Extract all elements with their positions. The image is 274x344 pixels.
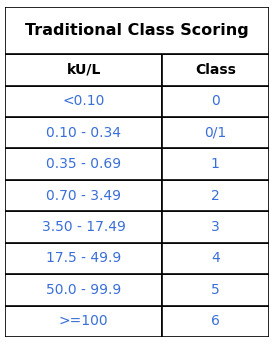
Bar — [5, 117, 162, 148]
Bar — [162, 243, 269, 274]
Text: 0: 0 — [211, 94, 220, 108]
Text: 17.5 - 49.9: 17.5 - 49.9 — [46, 251, 121, 266]
Bar — [162, 180, 269, 211]
Text: 3: 3 — [211, 220, 220, 234]
Text: 1: 1 — [211, 157, 220, 171]
Bar — [5, 86, 162, 117]
Bar — [5, 148, 162, 180]
Bar — [5, 243, 162, 274]
Text: kU/L: kU/L — [67, 63, 101, 77]
Text: 0/1: 0/1 — [204, 126, 226, 140]
Bar — [162, 54, 269, 86]
Text: 50.0 - 99.9: 50.0 - 99.9 — [46, 283, 121, 297]
Bar — [162, 274, 269, 306]
Bar — [5, 274, 162, 306]
Text: 4: 4 — [211, 251, 220, 266]
Bar — [162, 306, 269, 337]
Bar — [5, 7, 269, 54]
Text: 2: 2 — [211, 189, 220, 203]
Bar — [162, 86, 269, 117]
Bar — [162, 117, 269, 148]
Text: Traditional Class Scoring: Traditional Class Scoring — [25, 23, 249, 38]
Bar — [162, 148, 269, 180]
Bar — [5, 306, 162, 337]
Bar — [5, 211, 162, 243]
Text: 0.35 - 0.69: 0.35 - 0.69 — [46, 157, 121, 171]
Text: Class: Class — [195, 63, 236, 77]
Text: <0.10: <0.10 — [62, 94, 105, 108]
Text: 3.50 - 17.49: 3.50 - 17.49 — [42, 220, 126, 234]
Bar — [5, 180, 162, 211]
Bar — [162, 211, 269, 243]
Text: 0.10 - 0.34: 0.10 - 0.34 — [46, 126, 121, 140]
Text: 0.70 - 3.49: 0.70 - 3.49 — [46, 189, 121, 203]
Bar — [5, 54, 162, 86]
Text: >=100: >=100 — [59, 314, 109, 329]
Text: 5: 5 — [211, 283, 220, 297]
Text: 6: 6 — [211, 314, 220, 329]
